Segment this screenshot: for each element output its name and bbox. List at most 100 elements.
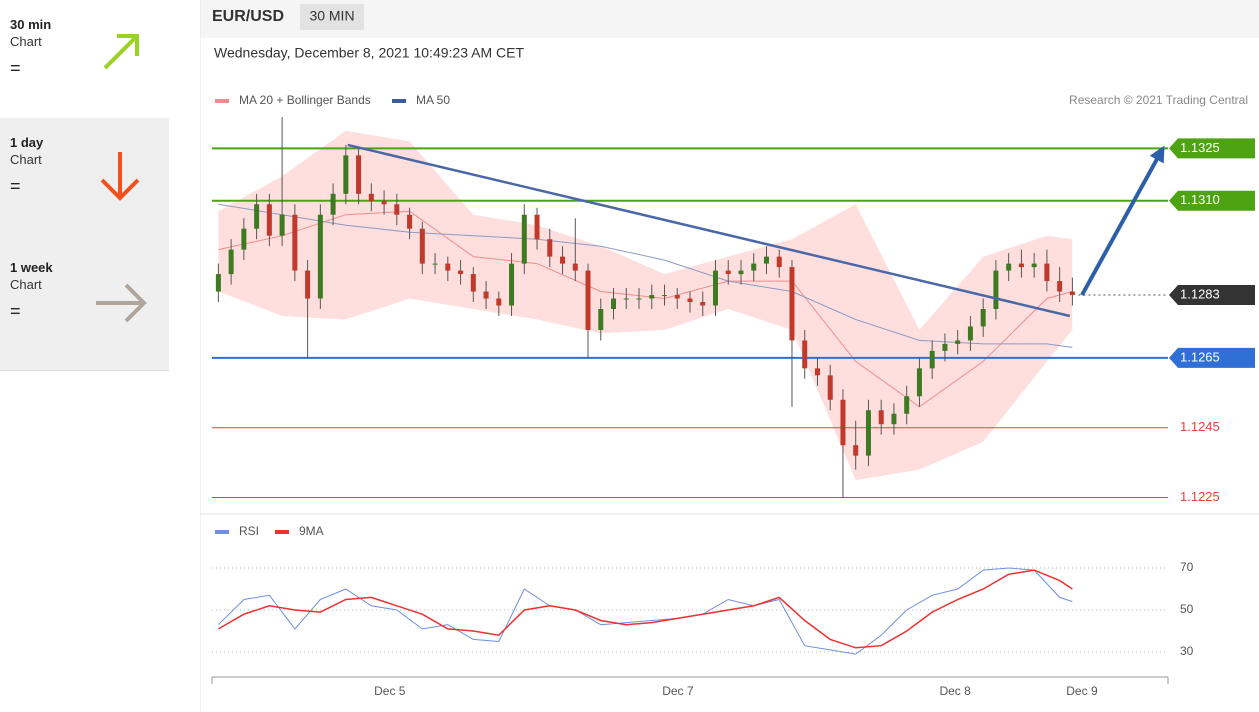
x-tick-label: Dec 9 <box>1066 684 1098 698</box>
sidebar-item[interactable]: 1 week Chart = <box>0 243 169 371</box>
y-tick-label: 30 <box>1180 644 1194 658</box>
arrow-icon <box>100 152 140 201</box>
candle-body <box>241 228 247 250</box>
level-box <box>1169 285 1255 306</box>
level-box <box>1169 190 1255 211</box>
candle-body <box>394 204 400 215</box>
candle-body <box>534 214 540 240</box>
candle-body <box>305 270 311 299</box>
candle-body <box>891 413 897 425</box>
level-label: 1.1245 <box>1180 419 1220 434</box>
level-label: 1.1325 <box>1180 140 1220 155</box>
item-status: = <box>10 58 21 78</box>
candle-body <box>687 298 693 303</box>
bollinger-band <box>218 130 1073 481</box>
candle-body <box>878 410 884 425</box>
sidebar-item[interactable]: 1 day Chart = <box>0 118 169 244</box>
item-title: 1 day <box>10 135 44 150</box>
candle-body <box>1006 263 1012 271</box>
candle-body <box>509 263 515 306</box>
candle-body <box>814 368 820 376</box>
trendline <box>1080 145 1165 297</box>
candle-body <box>802 340 808 369</box>
arrow-icon <box>103 34 139 70</box>
candle-body <box>827 375 833 400</box>
sidebar-item[interactable]: 30 min Chart = <box>0 0 169 119</box>
candle-body <box>215 274 221 292</box>
legend-swatch <box>215 99 229 103</box>
item-status: = <box>10 301 21 321</box>
candle-body <box>725 270 731 275</box>
item-subtitle: Chart <box>10 152 42 167</box>
candle-body <box>292 214 298 271</box>
interval-button[interactable] <box>300 4 364 30</box>
legend-label: RSI <box>239 524 259 538</box>
y-tick-label: 50 <box>1180 602 1194 616</box>
candle-body <box>789 267 795 341</box>
chart: EUR/USD 30 MIN Wednesday, December 8, 20… <box>200 0 1259 712</box>
candle-body <box>547 239 553 257</box>
arrow-icon <box>96 283 147 323</box>
candle-body <box>432 263 438 265</box>
legend-label: MA 50 <box>416 93 450 107</box>
candle-body <box>967 326 973 341</box>
item-status: = <box>10 176 21 196</box>
candle-body <box>521 214 527 264</box>
candle-body <box>942 343 948 351</box>
candle-body <box>1069 291 1075 296</box>
candle-body <box>458 270 464 275</box>
legend-swatch <box>215 530 229 534</box>
item-subtitle: Chart <box>10 277 42 292</box>
candle-body <box>980 309 986 327</box>
level-label: 1.1225 <box>1180 489 1220 504</box>
candle-body <box>840 399 846 446</box>
legend-swatch <box>392 99 406 103</box>
level-label: 1.1265 <box>1180 349 1220 364</box>
item-subtitle: Chart <box>10 34 42 49</box>
series-line <box>218 569 1073 649</box>
candle-body <box>1044 263 1050 282</box>
candle-body <box>317 214 323 299</box>
y-tick-label: 70 <box>1180 560 1194 574</box>
moving-average <box>218 203 1073 348</box>
candle-body <box>598 309 604 330</box>
credit: Research © 2021 Trading Central <box>1069 93 1248 107</box>
candle-body <box>330 193 336 215</box>
item-title: 1 week <box>10 260 53 275</box>
candle-body <box>1031 263 1037 268</box>
header-bar <box>200 0 1259 38</box>
candle-body <box>1057 281 1063 292</box>
candle-body <box>228 249 234 275</box>
candle-body <box>623 298 629 300</box>
candle-body <box>993 270 999 309</box>
candle-body <box>763 256 769 264</box>
level-label: 1.1283 <box>1180 286 1220 301</box>
level-label: 1.1310 <box>1180 192 1220 207</box>
candle-body <box>636 298 642 300</box>
candle-body <box>483 291 489 299</box>
candle-body <box>572 263 578 271</box>
candle-body <box>254 204 260 229</box>
candle-body <box>279 214 285 236</box>
level-box <box>1169 347 1255 368</box>
candle-body <box>1018 263 1024 268</box>
candle-body <box>776 256 782 268</box>
candle-body <box>585 270 591 330</box>
candle-body <box>419 228 425 264</box>
trendline <box>347 143 1071 318</box>
item-title: 30 min <box>10 17 52 32</box>
interval: 30 MIN <box>309 8 354 24</box>
candle-body <box>738 270 744 275</box>
legend-label: 9MA <box>299 524 324 538</box>
candle-body <box>712 270 718 306</box>
x-tick-label: Dec 7 <box>662 684 694 698</box>
candle-body <box>470 274 476 292</box>
candle-body <box>700 302 706 306</box>
candle-body <box>853 445 859 456</box>
candle-body <box>407 214 413 229</box>
candle-body <box>368 193 374 201</box>
candle-body <box>955 340 961 344</box>
symbol: EUR/USD <box>212 8 284 25</box>
candle-body <box>445 263 451 271</box>
